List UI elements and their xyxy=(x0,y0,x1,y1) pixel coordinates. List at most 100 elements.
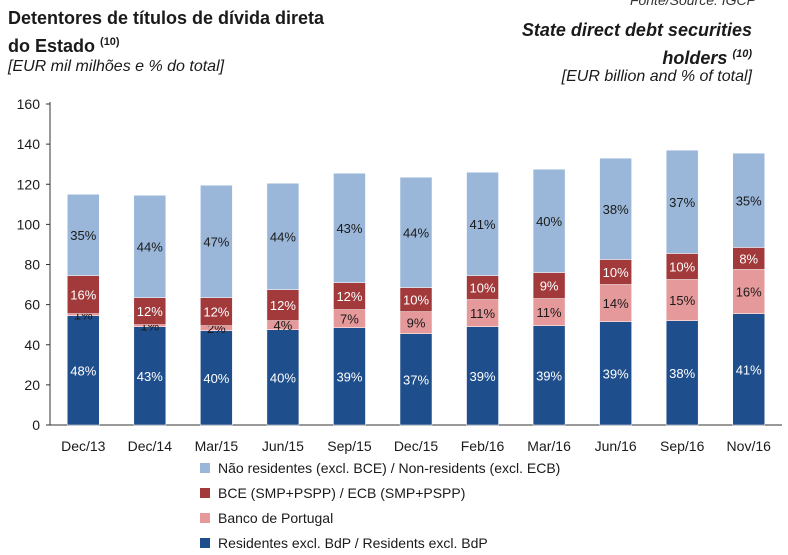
legend-label: Residentes excl. BdP / Residents excl. B… xyxy=(218,534,488,551)
bar-segment xyxy=(266,329,300,426)
bar-segment xyxy=(599,157,632,260)
bar-segment xyxy=(532,325,566,426)
data-label: 41% xyxy=(736,362,762,377)
bar-segment xyxy=(133,195,167,298)
data-label: 47% xyxy=(203,234,229,249)
y-tick-label: 60 xyxy=(24,297,40,313)
legend-item: BCE (SMP+PSPP) / ECB (SMP+PSPP) xyxy=(200,480,560,505)
x-tick-label: Mar/16 xyxy=(527,438,571,454)
bar-segment xyxy=(266,182,300,290)
data-label: 12% xyxy=(270,298,296,313)
data-label: 12% xyxy=(336,289,362,304)
data-label: 40% xyxy=(270,370,296,385)
data-label: 14% xyxy=(603,296,629,311)
bar-segment xyxy=(466,326,499,426)
bar-segment xyxy=(466,275,499,300)
bar-segment xyxy=(732,313,765,426)
data-label: 43% xyxy=(137,369,163,384)
bar-segment xyxy=(466,299,499,327)
y-tick-label: 20 xyxy=(24,377,40,393)
data-label: 48% xyxy=(70,363,96,378)
data-label: 15% xyxy=(669,293,695,308)
legend-item: Banco de Portugal xyxy=(200,505,560,530)
bar-segment xyxy=(200,330,233,426)
data-label: 37% xyxy=(669,195,695,210)
unit-label-pt: [EUR mil milhões e % do total] xyxy=(8,58,225,75)
x-tick-label: Dec/15 xyxy=(394,438,439,454)
unit-label-en: [EUR billion and % of total] xyxy=(561,68,752,85)
data-label: 11% xyxy=(470,306,495,321)
bar-segment xyxy=(200,297,233,326)
legend-item: Residentes excl. BdP / Residents excl. B… xyxy=(200,530,560,555)
x-tick-label: Feb/16 xyxy=(461,438,505,454)
legend-label: Banco de Portugal xyxy=(218,509,334,526)
bar-segment xyxy=(665,149,699,254)
y-tick-label: 140 xyxy=(17,136,41,152)
bar-segment xyxy=(67,315,100,426)
x-tick-label: Sep/16 xyxy=(660,438,705,454)
data-label: 10% xyxy=(669,260,695,275)
legend-label: Não residentes (excl. BCE) / Non-residen… xyxy=(218,459,561,476)
data-label: 35% xyxy=(736,193,762,208)
data-label: 10% xyxy=(470,281,496,296)
data-label: 39% xyxy=(336,369,362,384)
data-label: 37% xyxy=(403,372,429,387)
data-label: 7% xyxy=(340,312,359,327)
data-label: 44% xyxy=(270,229,296,244)
bar-segment xyxy=(333,172,366,283)
bar-segment xyxy=(532,298,566,326)
x-tick-label: Dec/13 xyxy=(61,438,106,454)
x-tick-label: Nov/16 xyxy=(727,438,772,454)
x-tick-label: Jun/15 xyxy=(262,438,304,454)
bar-segment xyxy=(399,176,433,288)
x-tick-label: Sep/15 xyxy=(327,438,372,454)
y-tick-label: 160 xyxy=(17,96,41,112)
data-label: 8% xyxy=(739,251,758,266)
y-tick-label: 80 xyxy=(24,257,40,273)
y-tick-label: 40 xyxy=(24,337,40,353)
chart-legend: Não residentes (excl. BCE) / Non-residen… xyxy=(200,455,560,555)
data-label: 39% xyxy=(536,368,562,383)
data-label: 16% xyxy=(70,288,96,303)
title-en-line2: holders xyxy=(662,48,728,68)
data-label: 35% xyxy=(70,228,96,243)
bar-segment xyxy=(333,282,366,310)
data-label: 11% xyxy=(537,305,562,320)
data-label: 10% xyxy=(603,265,629,280)
legend-swatch xyxy=(200,537,210,548)
bar-segment xyxy=(599,259,632,285)
data-label: 9% xyxy=(540,279,559,294)
data-label: 12% xyxy=(137,304,163,319)
data-label: 4% xyxy=(274,318,293,333)
x-tick-label: Mar/15 xyxy=(195,438,239,454)
data-label: 9% xyxy=(407,316,426,331)
bar-segment xyxy=(466,171,499,276)
data-label: 38% xyxy=(603,202,629,217)
legend-item: Não residentes (excl. BCE) / Non-residen… xyxy=(200,455,560,480)
y-tick-label: 120 xyxy=(17,176,41,192)
data-label: 16% xyxy=(736,285,762,300)
bar-segment xyxy=(732,269,765,314)
data-label: 12% xyxy=(203,305,229,320)
chart-title-en: State direct debt securities holders (10… xyxy=(452,18,752,70)
bar-segment xyxy=(732,152,765,248)
data-label: 40% xyxy=(536,214,562,229)
bar-segment xyxy=(665,279,699,321)
data-label: 44% xyxy=(403,225,429,240)
title-pt-line2: do Estado xyxy=(8,36,96,56)
y-tick-label: 0 xyxy=(32,417,40,433)
bar-segment xyxy=(599,284,632,322)
source-label: Fonte/Source: IGCP xyxy=(629,0,756,8)
x-tick-label: Jun/16 xyxy=(595,438,637,454)
title-pt-note: (10) xyxy=(100,36,120,48)
bar-segment xyxy=(532,168,566,273)
bar-segment xyxy=(266,289,300,321)
bar-segment xyxy=(133,326,167,426)
bar-segment xyxy=(665,253,699,280)
legend-label: BCE (SMP+PSPP) / ECB (SMP+PSPP) xyxy=(218,484,466,501)
title-en-line1: State direct debt securities xyxy=(521,20,752,40)
data-label: 43% xyxy=(336,221,362,236)
data-label: 40% xyxy=(203,371,229,386)
bar-segment xyxy=(200,185,233,298)
